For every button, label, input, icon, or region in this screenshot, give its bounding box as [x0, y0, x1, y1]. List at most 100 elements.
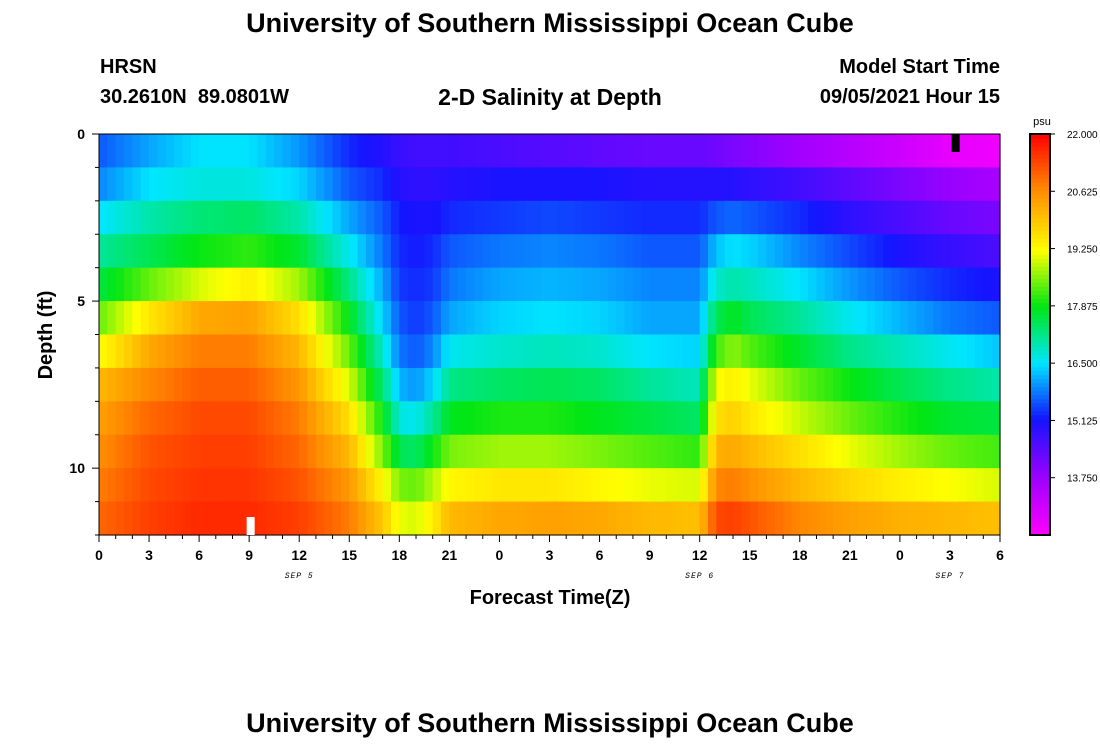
heatmap-cell	[991, 134, 1001, 169]
heatmap-cell	[741, 200, 751, 235]
heatmap-cell	[432, 200, 442, 235]
heatmap-cell	[249, 267, 259, 302]
heatmap-cell	[324, 501, 334, 536]
heatmap-cell	[716, 234, 726, 269]
x-tick-label: 9	[646, 547, 654, 563]
heatmap-cell	[657, 134, 667, 169]
heatmap-cell	[716, 334, 726, 369]
heatmap-cell	[224, 301, 234, 336]
heatmap-cell	[758, 401, 767, 436]
heatmap-cell	[432, 501, 442, 536]
heatmap-cell	[290, 234, 300, 269]
heatmap-cell	[574, 134, 584, 169]
heatmap-cell	[232, 367, 242, 402]
heatmap-cell	[340, 434, 350, 469]
heatmap-cell	[491, 167, 501, 202]
heatmap-cell	[124, 401, 133, 436]
heatmap-cell	[557, 167, 567, 202]
heatmap-cell	[916, 401, 926, 436]
heatmap-cell	[257, 501, 267, 536]
colorbar-gradient	[1030, 134, 1050, 536]
heatmap-cell	[132, 334, 142, 369]
heatmap-cell	[432, 468, 442, 503]
colorbar-swatch	[1030, 330, 1050, 336]
heatmap-cell	[482, 167, 492, 202]
heatmap-cell	[582, 267, 592, 302]
heatmap-cell	[749, 401, 759, 436]
colorbar-tick-label: 17.875	[1067, 302, 1098, 313]
heatmap-cell	[365, 334, 375, 369]
heatmap-cell	[482, 301, 492, 336]
colorbar-swatch	[1030, 358, 1050, 364]
heatmap-cell	[140, 434, 150, 469]
heatmap-cell	[482, 200, 492, 235]
heatmap-cell	[641, 401, 651, 436]
heatmap-cell	[315, 401, 325, 436]
heatmap-cell	[866, 167, 876, 202]
heatmap-cell	[574, 167, 584, 202]
heatmap-cell	[149, 200, 158, 235]
heatmap-cell	[466, 434, 476, 469]
heatmap-cell	[207, 401, 217, 436]
heatmap-cell	[983, 134, 993, 169]
heatmap-cell	[866, 367, 876, 402]
heatmap-cell	[282, 401, 292, 436]
heatmap-cell	[382, 234, 392, 269]
heatmap-cell	[549, 167, 559, 202]
heatmap-cell	[799, 434, 809, 469]
heatmap-cell	[816, 468, 826, 503]
heatmap-cell	[165, 334, 175, 369]
heatmap-cell	[474, 501, 484, 536]
heatmap-cell	[557, 200, 567, 235]
heatmap-cell	[199, 301, 209, 336]
heatmap-cell	[657, 334, 667, 369]
heatmap-cell	[766, 434, 776, 469]
heatmap-cell	[416, 367, 425, 402]
colorbar-swatch	[1030, 202, 1050, 207]
heatmap-cell	[499, 434, 509, 469]
heatmap-cell	[165, 301, 175, 336]
heatmap-cell	[149, 134, 158, 169]
heatmap-cell	[891, 367, 901, 402]
heatmap-cell	[99, 200, 108, 235]
heatmap-cell	[157, 434, 167, 469]
heatmap-cell	[115, 301, 125, 336]
heatmap-cell	[457, 434, 467, 469]
heatmap-cell	[958, 200, 968, 235]
heatmap-cell	[174, 334, 184, 369]
heatmap-cell	[833, 134, 843, 169]
heatmap-cell	[607, 367, 617, 402]
heatmap-cell	[182, 267, 192, 302]
heatmap-cell	[99, 401, 108, 436]
heatmap-cell	[858, 200, 868, 235]
heatmap-cell	[157, 401, 167, 436]
heatmap-cell	[758, 200, 767, 235]
heatmap-cell	[290, 301, 300, 336]
heatmap-cell	[816, 501, 826, 536]
heatmap-cell	[758, 267, 767, 302]
heatmap-cell	[632, 134, 642, 169]
heatmap-cell	[441, 468, 450, 503]
heatmap-cell	[390, 267, 400, 302]
heatmap-cell	[332, 501, 342, 536]
heatmap-cell	[207, 434, 217, 469]
heatmap-cell	[641, 367, 651, 402]
heatmap-cell	[541, 367, 551, 402]
heatmap-cell	[908, 468, 918, 503]
heatmap-cell	[933, 134, 943, 169]
heatmap-cell	[899, 501, 909, 536]
colorbar-ticks: 22.000 20.625 19.250 17.875 16.500 15.125 13.7…	[1050, 130, 1098, 485]
heatmap-cell	[891, 434, 901, 469]
heatmap-cell	[232, 501, 242, 536]
heatmap-cell	[365, 301, 375, 336]
colorbar-tick-label: 16.500	[1067, 359, 1098, 370]
colorbar-swatch	[1030, 474, 1050, 480]
heatmap-cell	[115, 234, 125, 269]
colorbar-swatch	[1030, 438, 1050, 444]
heatmap-cell	[99, 134, 108, 169]
heatmap-cell	[849, 501, 859, 536]
heatmap-cell	[482, 267, 492, 302]
heatmap-cell	[574, 401, 584, 436]
heatmap-cell	[991, 167, 1001, 202]
heatmap-cell	[808, 501, 818, 536]
